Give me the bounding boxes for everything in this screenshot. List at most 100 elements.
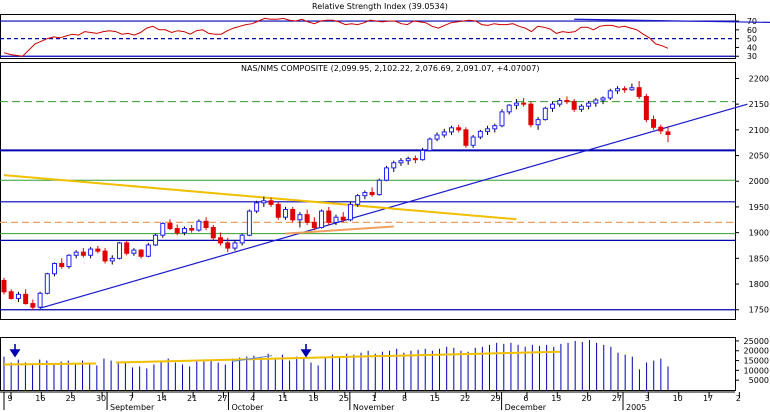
x-tick-label: 17 — [703, 394, 713, 403]
x-tick-label: 11 — [278, 394, 288, 403]
volume-average-1 — [3, 362, 97, 366]
candle-down — [564, 100, 570, 103]
candle-down — [8, 291, 14, 299]
x-tick-label: 4 — [250, 394, 255, 403]
candle-up — [405, 158, 411, 162]
candle-up — [181, 228, 187, 234]
candle-down — [571, 101, 577, 110]
x-tick-label: 20 — [582, 394, 592, 403]
rsi-y-tick-30: 30 — [747, 52, 757, 61]
candle-up — [557, 100, 563, 105]
candle-down — [30, 303, 36, 308]
candle-up — [586, 102, 592, 107]
volume-arrow-2 — [300, 344, 312, 358]
x-tick-label: 22 — [460, 394, 470, 403]
candle-up — [66, 254, 72, 268]
candle-up — [319, 210, 325, 229]
candle-up — [37, 292, 43, 308]
candle-up — [607, 90, 613, 99]
candle-up — [477, 130, 483, 138]
candle-up — [391, 162, 397, 169]
price-panel-title: NAS/NMS COMPOSITE (2,099.95, 2,102.22, 2… — [241, 64, 539, 73]
x-tick-label: 15 — [430, 394, 440, 403]
x-tick-label: 21 — [187, 394, 197, 403]
volume-y-tick-5000: 5000 — [749, 376, 769, 385]
candle-down — [622, 88, 628, 91]
rsi-line — [3, 17, 669, 57]
candle-up — [376, 179, 382, 196]
rsi-trendline — [574, 18, 770, 24]
x-tick-label: 10 — [673, 394, 683, 403]
candle-down — [174, 228, 180, 234]
candle-up — [629, 87, 635, 91]
price-y-tick-1800: 1800 — [749, 280, 769, 289]
candle-up — [145, 244, 151, 257]
x-tick-label: 2 — [736, 394, 741, 403]
candle-up — [535, 119, 541, 126]
price-y-tick-2000: 2000 — [749, 177, 769, 186]
candle-up — [485, 128, 491, 132]
x-month-label: November — [353, 403, 395, 412]
price-support-trendline — [39, 103, 748, 309]
candle-up — [578, 105, 584, 110]
candle-up — [52, 262, 58, 275]
candle-down — [1, 279, 7, 293]
x-tick-label: 6 — [523, 394, 528, 403]
candle-down — [658, 126, 664, 132]
x-tick-label: 8 — [402, 394, 407, 403]
candle-down — [456, 127, 462, 131]
price-y-tick-2200: 2200 — [749, 74, 769, 83]
candle-down — [189, 228, 195, 231]
candle-down — [275, 203, 281, 218]
candle-up — [398, 160, 404, 164]
candle-up — [420, 149, 426, 161]
candle-up — [600, 97, 606, 101]
candle-up — [441, 131, 447, 136]
candle-up — [434, 134, 440, 140]
rsi-panel-frame — [0, 14, 736, 59]
candle-down — [80, 251, 86, 256]
candle-up — [362, 192, 368, 197]
candle-up — [614, 88, 620, 92]
candle-down — [138, 249, 144, 257]
volume-arrow-1 — [9, 344, 21, 358]
x-tick-label: 30 — [96, 394, 106, 403]
candle-up — [196, 220, 202, 231]
candle-up — [384, 167, 390, 181]
candle-down — [304, 214, 310, 223]
price-y-tick-1900: 1900 — [749, 229, 769, 238]
candle-up — [246, 210, 252, 236]
candle-down — [203, 220, 209, 229]
candle-down — [290, 209, 296, 221]
candle-up — [131, 249, 137, 254]
x-month-label: October — [231, 403, 264, 412]
candle-up — [492, 125, 498, 130]
candle-down — [636, 87, 642, 97]
candle-down — [102, 250, 108, 262]
x-tick-label: 14 — [157, 394, 167, 403]
candle-up — [109, 257, 115, 262]
candle-up — [44, 273, 50, 294]
rsi-y-tick-40: 40 — [747, 43, 757, 52]
price-falling-trendline — [3, 174, 517, 221]
candle-up — [347, 203, 353, 221]
x-tick-label: 23 — [66, 394, 76, 403]
volume-y-tick-10000: 10000 — [744, 366, 769, 375]
candle-up — [73, 251, 79, 256]
x-tick-label: 13 — [551, 394, 561, 403]
candle-up — [427, 138, 433, 151]
candle-down — [326, 210, 332, 223]
candle-up — [513, 102, 519, 106]
rsi-y-tick-60: 60 — [747, 26, 757, 35]
price-panel-frame — [0, 62, 736, 320]
candle-down — [218, 237, 224, 244]
candle-down — [665, 131, 671, 135]
candle-down — [311, 221, 317, 229]
candle-up — [282, 209, 288, 218]
candle-down — [369, 192, 375, 196]
candle-down — [225, 242, 231, 249]
vol-panel-frame — [0, 337, 736, 391]
candle-down — [59, 262, 65, 268]
